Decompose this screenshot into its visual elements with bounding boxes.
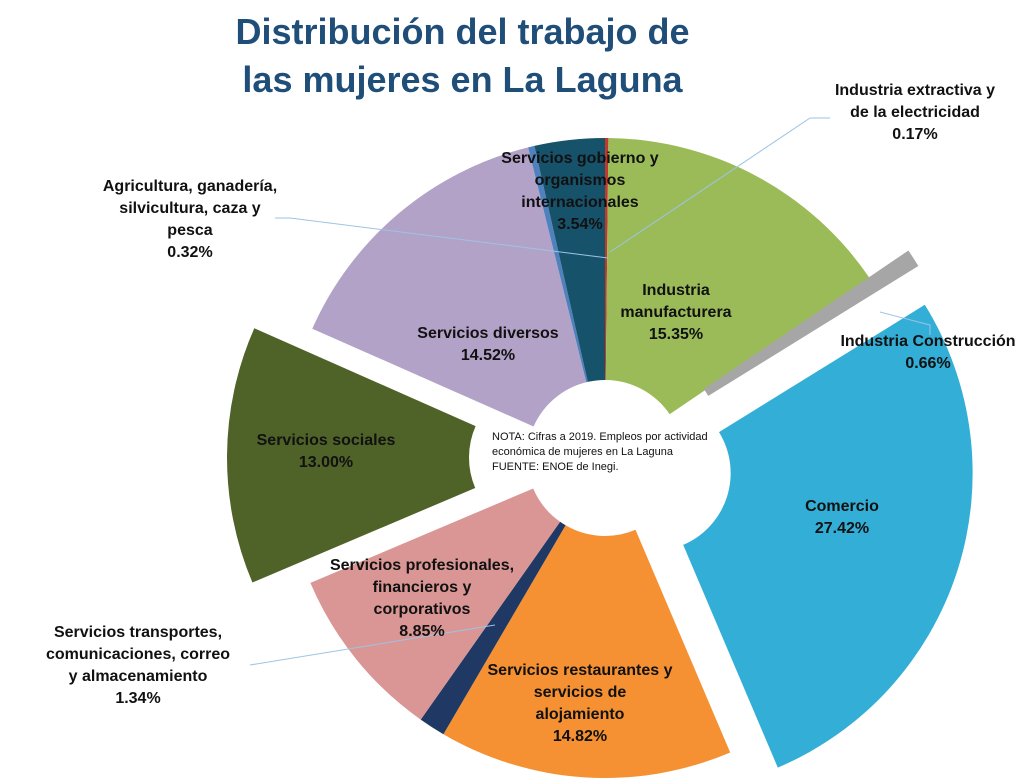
label-name: comunicaciones, correo [45,646,231,663]
title-line-2: las mujeres en La Laguna [242,59,683,100]
pie-slice-9 [528,145,588,383]
data-label-sociales: Servicios sociales 13.00% [257,430,396,474]
label-name: Agricultura, ganadería, [102,178,278,195]
leader-line-transportes [249,624,496,666]
label-name: Servicios transportes, [53,624,223,641]
label-name: y almacenamiento [68,668,208,685]
data-label-comercio: Comercio 27.42% [805,496,879,540]
chart-title: Distribución del trabajo de las mujeres … [200,8,725,104]
data-label-extractiva: Industria extractiva y de la electricida… [835,80,995,146]
note-line-3: FUENTE: ENOE de Inegi. [492,461,619,473]
note-line-2: económica de mujeres en La Laguna [492,446,674,458]
label-name: alojamiento [535,706,625,723]
label-value: 27.42% [814,520,870,537]
data-label-restaurantes: Servicios restaurantes y servicios de al… [488,660,673,748]
data-label-transportes: Servicios transportes, comunicaciones, c… [46,622,230,710]
pie-slice-5 [420,521,566,735]
pie-slice-1 [605,138,870,415]
label-value: 14.52% [460,347,516,364]
label-name: organismos [534,172,626,189]
label-name: Servicios gobierno y [501,150,659,167]
title-line-1: Distribución del trabajo de [235,11,690,52]
data-label-manufacturera: Industria manufacturera 15.35% [620,280,731,346]
label-value: 13.00% [298,454,354,471]
pie-slice-10 [534,138,605,382]
data-label-construccion: Industria Construcción 0.66% [840,331,1015,375]
pie-slice-3 [683,304,973,768]
label-name: manufacturera [620,304,732,321]
pie-slice-2 [703,250,919,396]
label-name: Servicios restaurantes y [487,662,673,679]
pie-slice-7 [227,328,476,583]
data-label-agricultura: Agricultura, ganadería, silvicultura, ca… [103,176,277,264]
data-label-profesionales: Servicios profesionales, financieros y c… [330,555,514,643]
note-line-1: NOTA: Cifras a 2019. Empleos por activid… [492,431,708,443]
label-name: servicios de [533,684,627,701]
label-value: 0.17% [892,126,938,143]
label-name: Servicios sociales [256,432,396,449]
label-value: 3.54% [557,216,603,233]
chart-note: NOTA: Cifras a 2019. Empleos por activid… [492,430,708,475]
data-label-diversos: Servicios diversos 14.52% [417,323,558,367]
label-name: Servicios profesionales, [329,557,515,574]
label-name: pesca [167,222,213,239]
label-value: 15.35% [648,326,704,343]
label-name: Industria [642,282,710,299]
label-value: 1.34% [115,690,161,707]
pie-slice-6 [310,488,561,720]
label-name: Industria Construcción [840,333,1016,350]
label-value: 0.66% [905,355,951,372]
data-label-gobierno: Servicios gobierno y organismos internac… [501,148,658,236]
label-name: de la electricidad [850,104,980,121]
pie-slice-0 [605,137,609,380]
pie-slice-8 [312,147,587,427]
label-name: Comercio [805,498,879,515]
label-value: 14.82% [552,728,608,745]
label-name: financieros y [372,579,472,596]
label-value: 8.85% [399,623,445,640]
pie-slice-4 [443,525,731,779]
label-name: Industria extractiva y [834,82,996,99]
label-name: silvicultura, caza y [119,200,261,217]
leader-line-construccion [879,311,931,335]
label-value: 0.32% [167,244,213,261]
label-name: Servicios diversos [417,325,559,342]
leader-line-agricultura [275,217,609,259]
leader-line-extractiva [609,117,830,253]
label-name: internacionales [521,194,639,211]
label-name: corporativos [373,601,471,618]
